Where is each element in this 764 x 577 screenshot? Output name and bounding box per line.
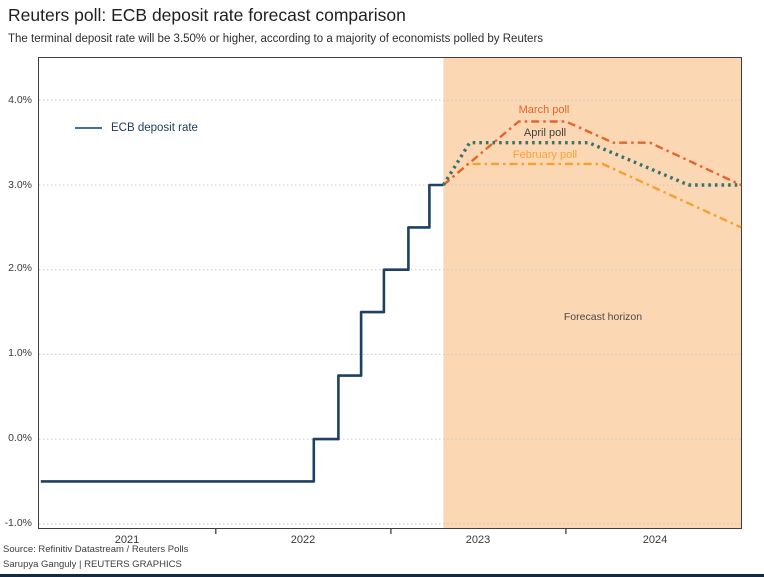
x-tick-label: 2024 <box>642 534 668 546</box>
source-text: Source: Refinitiv Datastream / Reuters P… <box>3 544 189 555</box>
series-line-february-poll <box>442 162 742 229</box>
bottom-rule <box>0 574 764 577</box>
series-line-march-poll <box>442 120 742 187</box>
forecast-region <box>443 58 741 528</box>
series-label-april-poll: April poll <box>523 127 567 139</box>
x-tick-label: 2023 <box>465 534 491 546</box>
x-tick-label: 2021 <box>114 534 140 546</box>
page-title: Reuters poll: ECB deposit rate forecast … <box>8 5 406 25</box>
series-label-march-poll: March poll <box>518 104 570 116</box>
y-tick-label: 4.0% <box>8 94 32 106</box>
y-tick-label: -1.0% <box>4 517 32 529</box>
credit-text: Sarupya Ganguly | REUTERS GRAPHICS <box>3 559 182 570</box>
plot-svg <box>39 58 742 534</box>
y-tick-label: 3.0% <box>8 179 32 191</box>
chart-plot-area: ECB deposit rate March poll April poll F… <box>38 57 742 534</box>
page-subtitle: The terminal deposit rate will be 3.50% … <box>8 33 544 45</box>
y-tick-label: 1.0% <box>8 347 32 359</box>
legend-line-swatch <box>75 127 102 129</box>
x-tick-label: 2022 <box>290 534 316 546</box>
series-line-april-poll <box>441 140 741 187</box>
y-tick-label: 2.0% <box>8 262 32 274</box>
legend-label: ECB deposit rate <box>111 122 198 134</box>
forecast-horizon-label: Forecast horizon <box>563 311 643 323</box>
series-label-february-poll: February poll <box>512 149 578 161</box>
series-line-ecb-deposit-rate <box>40 183 444 483</box>
y-tick-label: 0.0% <box>8 432 32 444</box>
legend: ECB deposit rate <box>75 122 198 134</box>
